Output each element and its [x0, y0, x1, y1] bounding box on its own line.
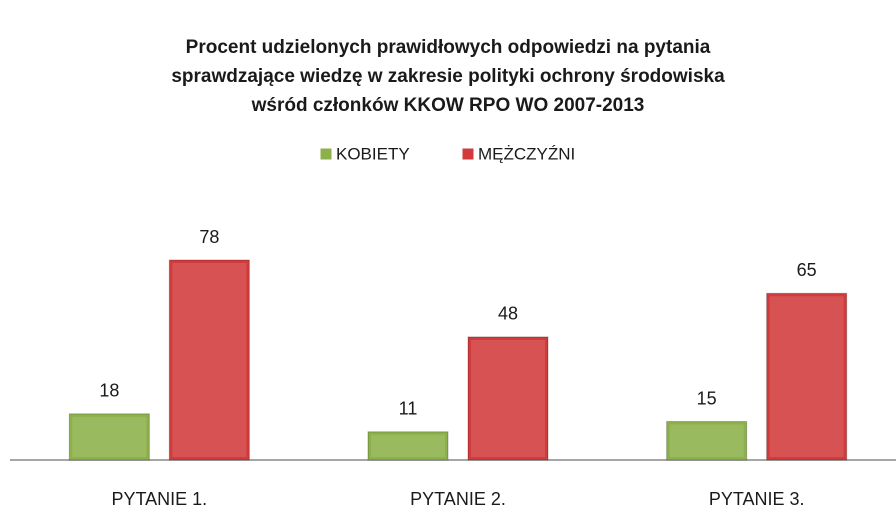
data-label: 48 — [498, 304, 518, 324]
legend-label: KOBIETY — [336, 144, 410, 163]
chart-title-line: sprawdzające wiedzę w zakresie polityki … — [171, 66, 725, 87]
bar — [666, 421, 748, 461]
bar-bevel — [371, 434, 445, 457]
data-label: 11 — [399, 399, 418, 419]
chart-title-line: wśród członków KKOW RPO WO 2007-2013 — [251, 95, 645, 116]
x-tick-label: PYTANIE 3. — [709, 489, 805, 509]
bar — [367, 431, 449, 461]
bar-bevel — [72, 416, 147, 457]
bar-bevel — [769, 296, 844, 457]
bar — [168, 259, 250, 461]
bar — [467, 336, 549, 461]
x-tick-label: PYTANIE 1. — [111, 489, 207, 509]
data-label: 18 — [99, 381, 119, 401]
bar-bevel — [471, 339, 545, 457]
data-label: 15 — [697, 388, 717, 408]
bar-bevel — [669, 424, 744, 457]
chart-title-line: Procent udzielonych prawidłowych odpowie… — [186, 37, 711, 58]
x-tick-label: PYTANIE 2. — [410, 489, 506, 509]
data-label: 78 — [199, 227, 219, 247]
bar-bevel — [172, 263, 247, 457]
bar — [766, 292, 848, 461]
legend-label: MĘŻCZYŹNI — [478, 144, 575, 163]
legend-swatch — [319, 147, 333, 161]
legend-swatch — [461, 147, 475, 161]
data-label: 65 — [797, 260, 817, 280]
bar — [68, 413, 150, 461]
